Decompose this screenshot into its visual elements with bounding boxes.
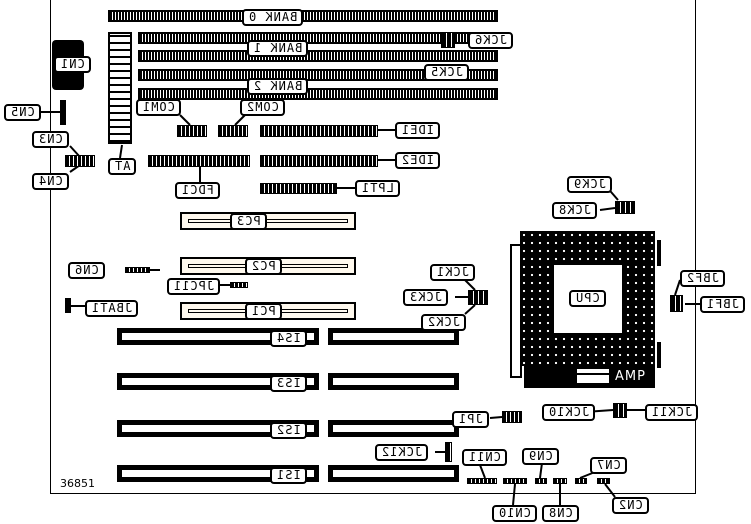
- amp-bar-window: [577, 369, 609, 383]
- is1-slot: [117, 465, 319, 482]
- jpc11-label: JPC11: [167, 278, 221, 295]
- cn10-connector: [503, 478, 527, 484]
- fdc1-connector: [148, 155, 250, 167]
- jp1-label: JP1: [452, 411, 489, 428]
- is3-slot: [117, 373, 319, 390]
- jck6-label: JCK6: [468, 32, 513, 49]
- cpu-clip-bottom: [657, 342, 661, 368]
- jck10-jck11-jumpers: [613, 403, 627, 418]
- cn2-connector: [597, 478, 610, 484]
- jpc11-connector: [230, 282, 248, 288]
- ide2-label: IDE2: [395, 152, 440, 169]
- is1-slot-ext: [328, 465, 459, 482]
- bank1-label: BANK 1: [247, 40, 309, 57]
- board-outline: [50, 0, 696, 494]
- jck5-jck6-jumper: [441, 32, 455, 48]
- is2-label: IS2: [270, 422, 307, 439]
- bank2-label: BANK 2: [247, 78, 309, 95]
- cn6-connector: [125, 267, 150, 273]
- jbf-jumpers: [670, 295, 683, 312]
- jck2-label: JCK2: [421, 314, 466, 331]
- cn9-connector: [535, 478, 547, 484]
- jbat1-jumper: [65, 298, 71, 313]
- pc3-slot: [180, 212, 356, 230]
- jbf2-label: JBF2: [680, 270, 725, 287]
- cn7-connector: [575, 478, 587, 484]
- ide1-label: IDE1: [395, 122, 440, 139]
- bank0-label: BANK 0: [242, 9, 304, 26]
- is1-label: IS1: [270, 467, 307, 484]
- jck8-jck9-jumpers: [615, 201, 635, 214]
- cpu-socket: [520, 231, 655, 366]
- figure-id: 36851: [60, 477, 95, 490]
- cn11-connector: [467, 478, 497, 484]
- jp1-connector: [502, 411, 522, 423]
- fdc1-label: FDC1: [175, 182, 220, 199]
- ide2-connector: [260, 155, 378, 167]
- is2-slot: [117, 420, 319, 437]
- cn4-label: CN4: [32, 173, 69, 190]
- jbf1-label: JBF1: [700, 296, 745, 313]
- cn2-label: CN2: [612, 497, 649, 514]
- jck10-label: JCK10: [542, 404, 596, 421]
- is4-slot: [117, 328, 319, 345]
- jck3-label: JCK3: [403, 289, 448, 306]
- at-label: AT: [108, 158, 137, 175]
- pc2-label: PC2: [245, 258, 282, 275]
- jck12-label: JCK12: [375, 444, 429, 461]
- jbat1-label: JBAT1: [85, 300, 139, 317]
- cpu-clip-top: [657, 240, 661, 266]
- cn10-label: CN10: [492, 505, 537, 522]
- bank1-slot-b: [138, 50, 498, 62]
- is2-slot-ext: [328, 420, 459, 437]
- bank2-slot-b: [138, 88, 498, 100]
- cn6-label: CN6: [68, 262, 105, 279]
- cn5-label: CN5: [4, 104, 41, 121]
- jck9-label: JCK9: [567, 176, 612, 193]
- jck1-3-jumpers: [468, 290, 488, 305]
- com1-connector: [177, 125, 207, 137]
- cn3-cn4-connector: [65, 155, 95, 167]
- is3-label: IS3: [270, 375, 307, 392]
- jck1-label: JCK1: [430, 264, 475, 281]
- lpt1-connector: [260, 183, 337, 194]
- is4-label: IS4: [270, 330, 307, 347]
- cn8-label: CN8: [542, 505, 579, 522]
- lpt1-label: LPT1: [355, 180, 400, 197]
- is4-slot-ext: [328, 328, 459, 345]
- cn9-label: CN9: [522, 448, 559, 465]
- cn5-connector: [60, 100, 66, 125]
- ide1-connector: [260, 125, 378, 137]
- com1-label: COM1: [136, 99, 181, 116]
- cn3-label: CN3: [32, 131, 69, 148]
- cn7-label: CN7: [590, 457, 627, 474]
- amp-logo: AMP: [615, 369, 646, 384]
- cn11-label: CN11: [462, 449, 507, 466]
- is3-slot-ext: [328, 373, 459, 390]
- com2-label: COM2: [240, 99, 285, 116]
- jck11-label: JCK11: [645, 404, 699, 421]
- pc1-label: PC1: [245, 303, 282, 320]
- bank2-slot-a: [138, 69, 498, 81]
- com2-connector: [218, 125, 248, 137]
- cn8-connector: [553, 478, 567, 484]
- jck8-label: JCK8: [552, 202, 597, 219]
- at-connector: [108, 32, 132, 144]
- cpu-label: CPU: [569, 290, 606, 307]
- pc3-label: PC3: [230, 213, 267, 230]
- jck12-jumper: [445, 442, 452, 462]
- cn1-label: CN1: [54, 56, 91, 73]
- jck5-label: JCK5: [424, 64, 469, 81]
